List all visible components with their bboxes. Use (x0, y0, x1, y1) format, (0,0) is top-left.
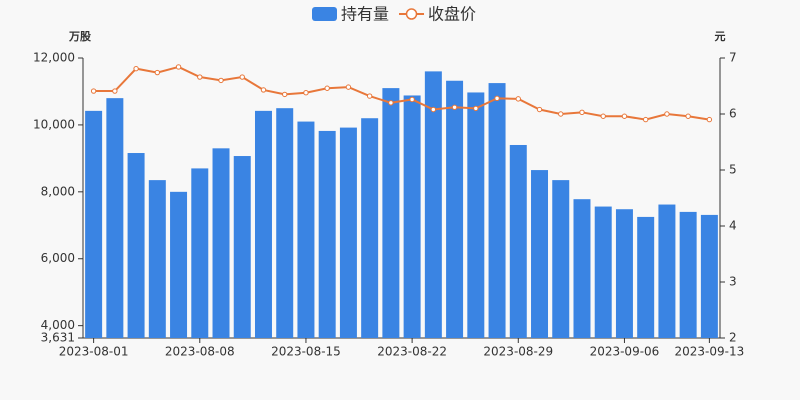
line-point (536, 106, 543, 113)
line-point (303, 90, 309, 96)
line-point (706, 116, 713, 123)
line-point (664, 111, 670, 117)
bar (127, 153, 145, 338)
line-point (600, 113, 606, 119)
bar (615, 209, 633, 338)
y-axis-title: 万股 (68, 30, 92, 43)
line-point (430, 106, 437, 113)
line-point (388, 100, 394, 106)
y-tick-label: 10,000 (33, 117, 75, 131)
bar (573, 199, 591, 338)
line-point (90, 88, 97, 94)
bar (170, 191, 188, 338)
line-point (685, 113, 691, 119)
y-tick-label: 12,000 (33, 51, 75, 65)
bar (382, 88, 400, 339)
line-point (451, 104, 458, 110)
bar (700, 214, 718, 338)
y2-tick-label: 2 (729, 331, 737, 345)
line-point (324, 85, 330, 91)
bar (233, 156, 251, 338)
line-point (621, 113, 628, 119)
bar (403, 95, 421, 338)
x-tick-label: 2023-08-15 (271, 345, 341, 359)
legend-swatch (405, 8, 418, 20)
line-point (133, 65, 139, 72)
x-tick-label: 2023-08-01 (59, 345, 129, 359)
x-tick-label: 2023-08-08 (165, 345, 235, 359)
bar (191, 168, 209, 338)
y-tick-label: 3,631 (41, 331, 75, 345)
line-point (579, 109, 585, 116)
y2-tick-label: 5 (729, 163, 737, 177)
bar (467, 92, 485, 338)
line-point (154, 69, 161, 76)
bar (361, 118, 379, 338)
y2-axis-title: 元 (715, 30, 726, 43)
line-point (366, 93, 373, 99)
bar (106, 98, 124, 338)
line-point (218, 77, 224, 84)
line-point (197, 74, 203, 80)
line-point (175, 64, 182, 70)
bar (488, 83, 506, 338)
bar (339, 127, 357, 339)
legend-swatch (312, 7, 337, 21)
bar (424, 71, 442, 338)
bar (85, 110, 103, 338)
bar (276, 108, 294, 338)
y2-tick-label: 7 (729, 51, 737, 65)
bar (637, 216, 655, 338)
y-tick-label: 6,000 (41, 251, 75, 265)
x-tick-label: 2023-09-06 (590, 345, 660, 359)
y2-tick-label: 6 (729, 107, 737, 121)
line-point (282, 91, 288, 98)
line-point (558, 111, 564, 117)
bar (148, 180, 166, 338)
y-tick-label: 4,000 (41, 318, 75, 332)
line-point (642, 116, 649, 123)
bar (552, 180, 570, 338)
bar (254, 110, 272, 338)
bar (594, 206, 612, 338)
line-point (515, 96, 521, 102)
bar (212, 148, 230, 338)
bar (446, 80, 464, 339)
line-point (494, 95, 500, 102)
line-point (473, 105, 479, 112)
x-tick-label: 2023-08-22 (377, 345, 447, 359)
bar (531, 170, 549, 338)
x-tick-label: 2023-08-29 (483, 345, 553, 359)
bar (297, 121, 315, 338)
y2-tick-label: 3 (729, 275, 737, 289)
bar (679, 211, 697, 338)
line-point (239, 74, 245, 80)
x-tick-label: 2023-09-13 (675, 345, 745, 359)
bar (509, 144, 527, 338)
bar (658, 204, 676, 338)
y-tick-label: 8,000 (41, 184, 75, 198)
line (93, 65, 710, 121)
line-point (260, 87, 267, 93)
bar (318, 130, 336, 338)
line-point (345, 84, 352, 90)
line-point (112, 88, 118, 94)
y2-tick-label: 4 (729, 219, 737, 233)
legend-label: 收盘价 (428, 5, 476, 24)
line-point (409, 96, 415, 103)
legend-label: 持有量 (341, 5, 389, 24)
